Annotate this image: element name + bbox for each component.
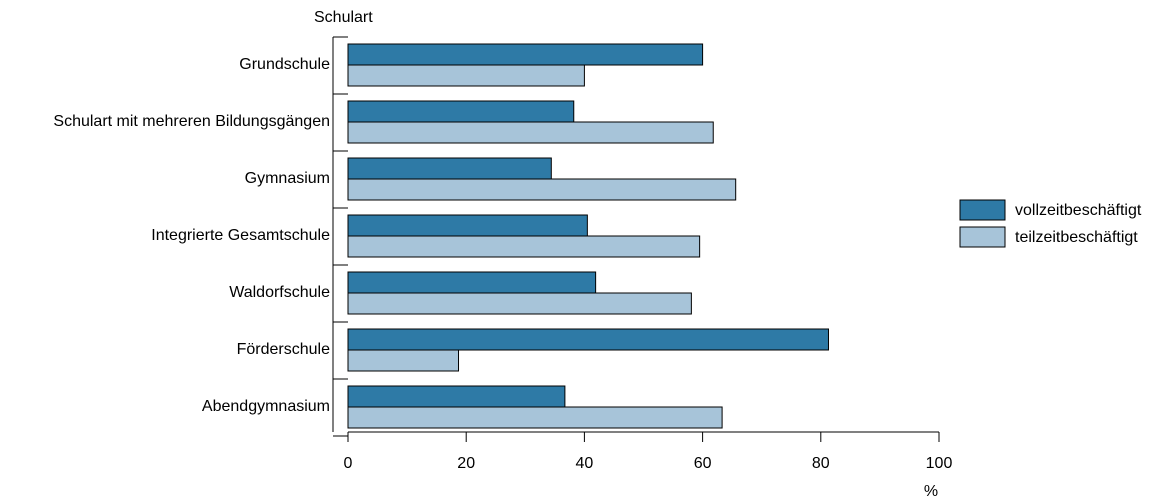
bar-vollzeit bbox=[347, 43, 704, 66]
y-axis-title: Schulart bbox=[314, 9, 373, 26]
bar-teilzeit bbox=[347, 292, 692, 315]
x-tick-label: 40 bbox=[576, 455, 594, 472]
bars bbox=[347, 43, 829, 429]
legend: vollzeitbeschäftigt teilzeitbeschäftigt bbox=[959, 199, 1142, 248]
y-category-label: Integrierte Gesamtschule bbox=[151, 227, 330, 244]
x-tick-label: 60 bbox=[694, 455, 712, 472]
y-category-label: Grundschule bbox=[239, 56, 330, 73]
bar-vollzeit bbox=[347, 100, 575, 123]
y-category-label: Waldorfschule bbox=[229, 284, 330, 301]
bar-teilzeit bbox=[347, 64, 585, 87]
bar-teilzeit bbox=[347, 121, 714, 144]
x-tick-label: 100 bbox=[926, 455, 953, 472]
x-tick-label: 80 bbox=[812, 455, 830, 472]
bar-teilzeit bbox=[347, 235, 701, 258]
bar-vollzeit bbox=[347, 157, 552, 180]
y-category-label: Gymnasium bbox=[245, 170, 330, 187]
x-axis-title: % bbox=[924, 483, 938, 498]
bar-teilzeit bbox=[347, 349, 460, 372]
y-category-label: Förderschule bbox=[237, 341, 330, 358]
bar-vollzeit bbox=[347, 214, 588, 237]
y-category-label: Abendgymnasium bbox=[202, 398, 330, 415]
bar-teilzeit bbox=[347, 178, 737, 201]
bar-teilzeit bbox=[347, 406, 723, 429]
x-tick-label: 0 bbox=[344, 455, 353, 472]
legend-label: vollzeitbeschäftigt bbox=[1015, 202, 1142, 219]
bar-vollzeit bbox=[347, 328, 829, 351]
legend-swatch bbox=[959, 199, 1006, 221]
axes: 0 20 40 60 80 100 Grundschule Schulart mit mehr… bbox=[53, 36, 953, 472]
legend-label: teilzeitbeschäftigt bbox=[1015, 229, 1138, 246]
y-category-label: Schulart mit mehreren Bildungsgängen bbox=[53, 113, 330, 130]
bar-vollzeit bbox=[347, 385, 566, 408]
bar-vollzeit bbox=[347, 271, 597, 294]
x-tick-label: 20 bbox=[457, 455, 475, 472]
legend-swatch bbox=[959, 226, 1006, 248]
